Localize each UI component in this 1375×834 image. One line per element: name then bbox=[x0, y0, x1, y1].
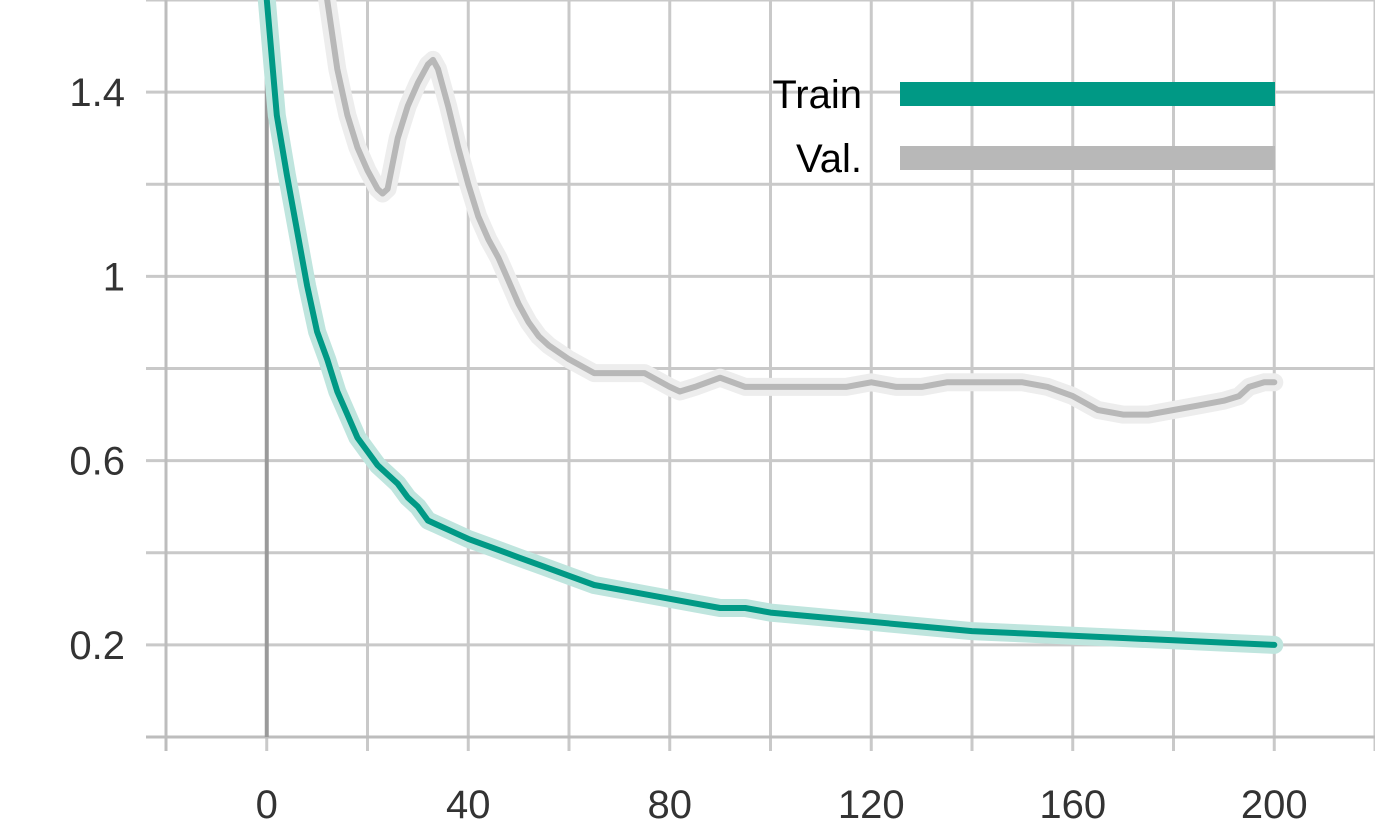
y-tick-label: 1 bbox=[103, 255, 125, 299]
y-axis-tick-labels: 0.2 0.6 1 1.4 bbox=[69, 71, 125, 668]
x-tick-label: 120 bbox=[838, 783, 905, 827]
x-axis-tick-labels: 0 40 80 120 160 200 bbox=[256, 783, 1308, 827]
x-tick-label: 0 bbox=[256, 783, 278, 827]
series-line-0 bbox=[263, 0, 1278, 648]
series-lines bbox=[263, 0, 1278, 648]
y-tick-label: 0.2 bbox=[69, 624, 125, 668]
legend-label-0: Train bbox=[772, 73, 862, 117]
series-line-1 bbox=[324, 0, 1278, 418]
x-tick-label: 80 bbox=[648, 783, 693, 827]
grid bbox=[146, 0, 1375, 751]
y-tick-label: 0.6 bbox=[69, 440, 125, 484]
y-tick-label: 1.4 bbox=[69, 71, 125, 115]
x-tick-label: 160 bbox=[1039, 783, 1106, 827]
x-tick-label: 200 bbox=[1241, 783, 1308, 827]
legend: Train Val. bbox=[772, 73, 1275, 181]
x-tick-label: 40 bbox=[446, 783, 491, 827]
legend-label-1: Val. bbox=[796, 137, 862, 181]
